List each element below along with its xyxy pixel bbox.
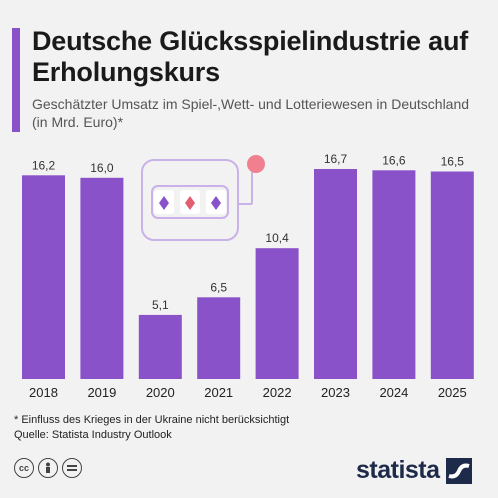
bar-2021 bbox=[197, 297, 241, 379]
year-label-2025: 2025 bbox=[438, 385, 467, 400]
brand-name: statista bbox=[356, 456, 440, 484]
bar-2024 bbox=[372, 170, 416, 379]
year-label-2018: 2018 bbox=[29, 385, 58, 400]
value-label-2019: 16,0 bbox=[90, 161, 114, 175]
chart-subtitle: Geschätzter Umsatz im Spiel-,Wett- und L… bbox=[32, 96, 470, 130]
year-label-2024: 2024 bbox=[379, 385, 408, 400]
footnote-source: Quelle: Statista Industry Outlook bbox=[14, 429, 172, 441]
bar-2020 bbox=[138, 314, 182, 379]
slot-machine-icon bbox=[141, 155, 265, 241]
year-label-2021: 2021 bbox=[204, 385, 233, 400]
year-label-2023: 2023 bbox=[321, 385, 350, 400]
value-label-2018: 16,2 bbox=[32, 158, 56, 172]
year-label-2020: 2020 bbox=[146, 385, 175, 400]
person-icon bbox=[38, 458, 58, 478]
equal-icon bbox=[62, 458, 82, 478]
value-label-2025: 16,5 bbox=[441, 155, 465, 169]
bar-2023 bbox=[314, 169, 357, 379]
cc-icon: cc bbox=[14, 458, 34, 478]
license-icons: cc bbox=[14, 458, 82, 478]
bar-2019 bbox=[80, 177, 124, 379]
year-label-2022: 2022 bbox=[263, 385, 292, 400]
value-label-2023: 16,7 bbox=[324, 152, 348, 166]
bars-group: 16,2 2018 16,0 2019 5,1 2020 6,5 2021 10,4 2022 16… bbox=[22, 152, 474, 400]
accent-bar bbox=[12, 28, 20, 132]
chart-title: Deutsche Glücksspielindustrie auf Erholu… bbox=[32, 26, 469, 87]
bar-2022 bbox=[255, 248, 299, 379]
value-label-2024: 16,6 bbox=[382, 153, 406, 167]
brand-logo[interactable]: statista bbox=[356, 456, 472, 485]
bar-2025 bbox=[430, 171, 474, 379]
year-label-2019: 2019 bbox=[87, 385, 116, 400]
value-label-2022: 10,4 bbox=[265, 231, 289, 245]
statista-logo-icon bbox=[445, 457, 472, 484]
footnote: * Einfluss des Krieges in der Ukraine ni… bbox=[14, 413, 289, 443]
value-label-2021: 6,5 bbox=[210, 280, 227, 294]
value-label-2020: 5,1 bbox=[152, 298, 169, 312]
footnote-note: * Einfluss des Krieges in der Ukraine ni… bbox=[14, 414, 290, 426]
bar-2018 bbox=[22, 175, 65, 379]
